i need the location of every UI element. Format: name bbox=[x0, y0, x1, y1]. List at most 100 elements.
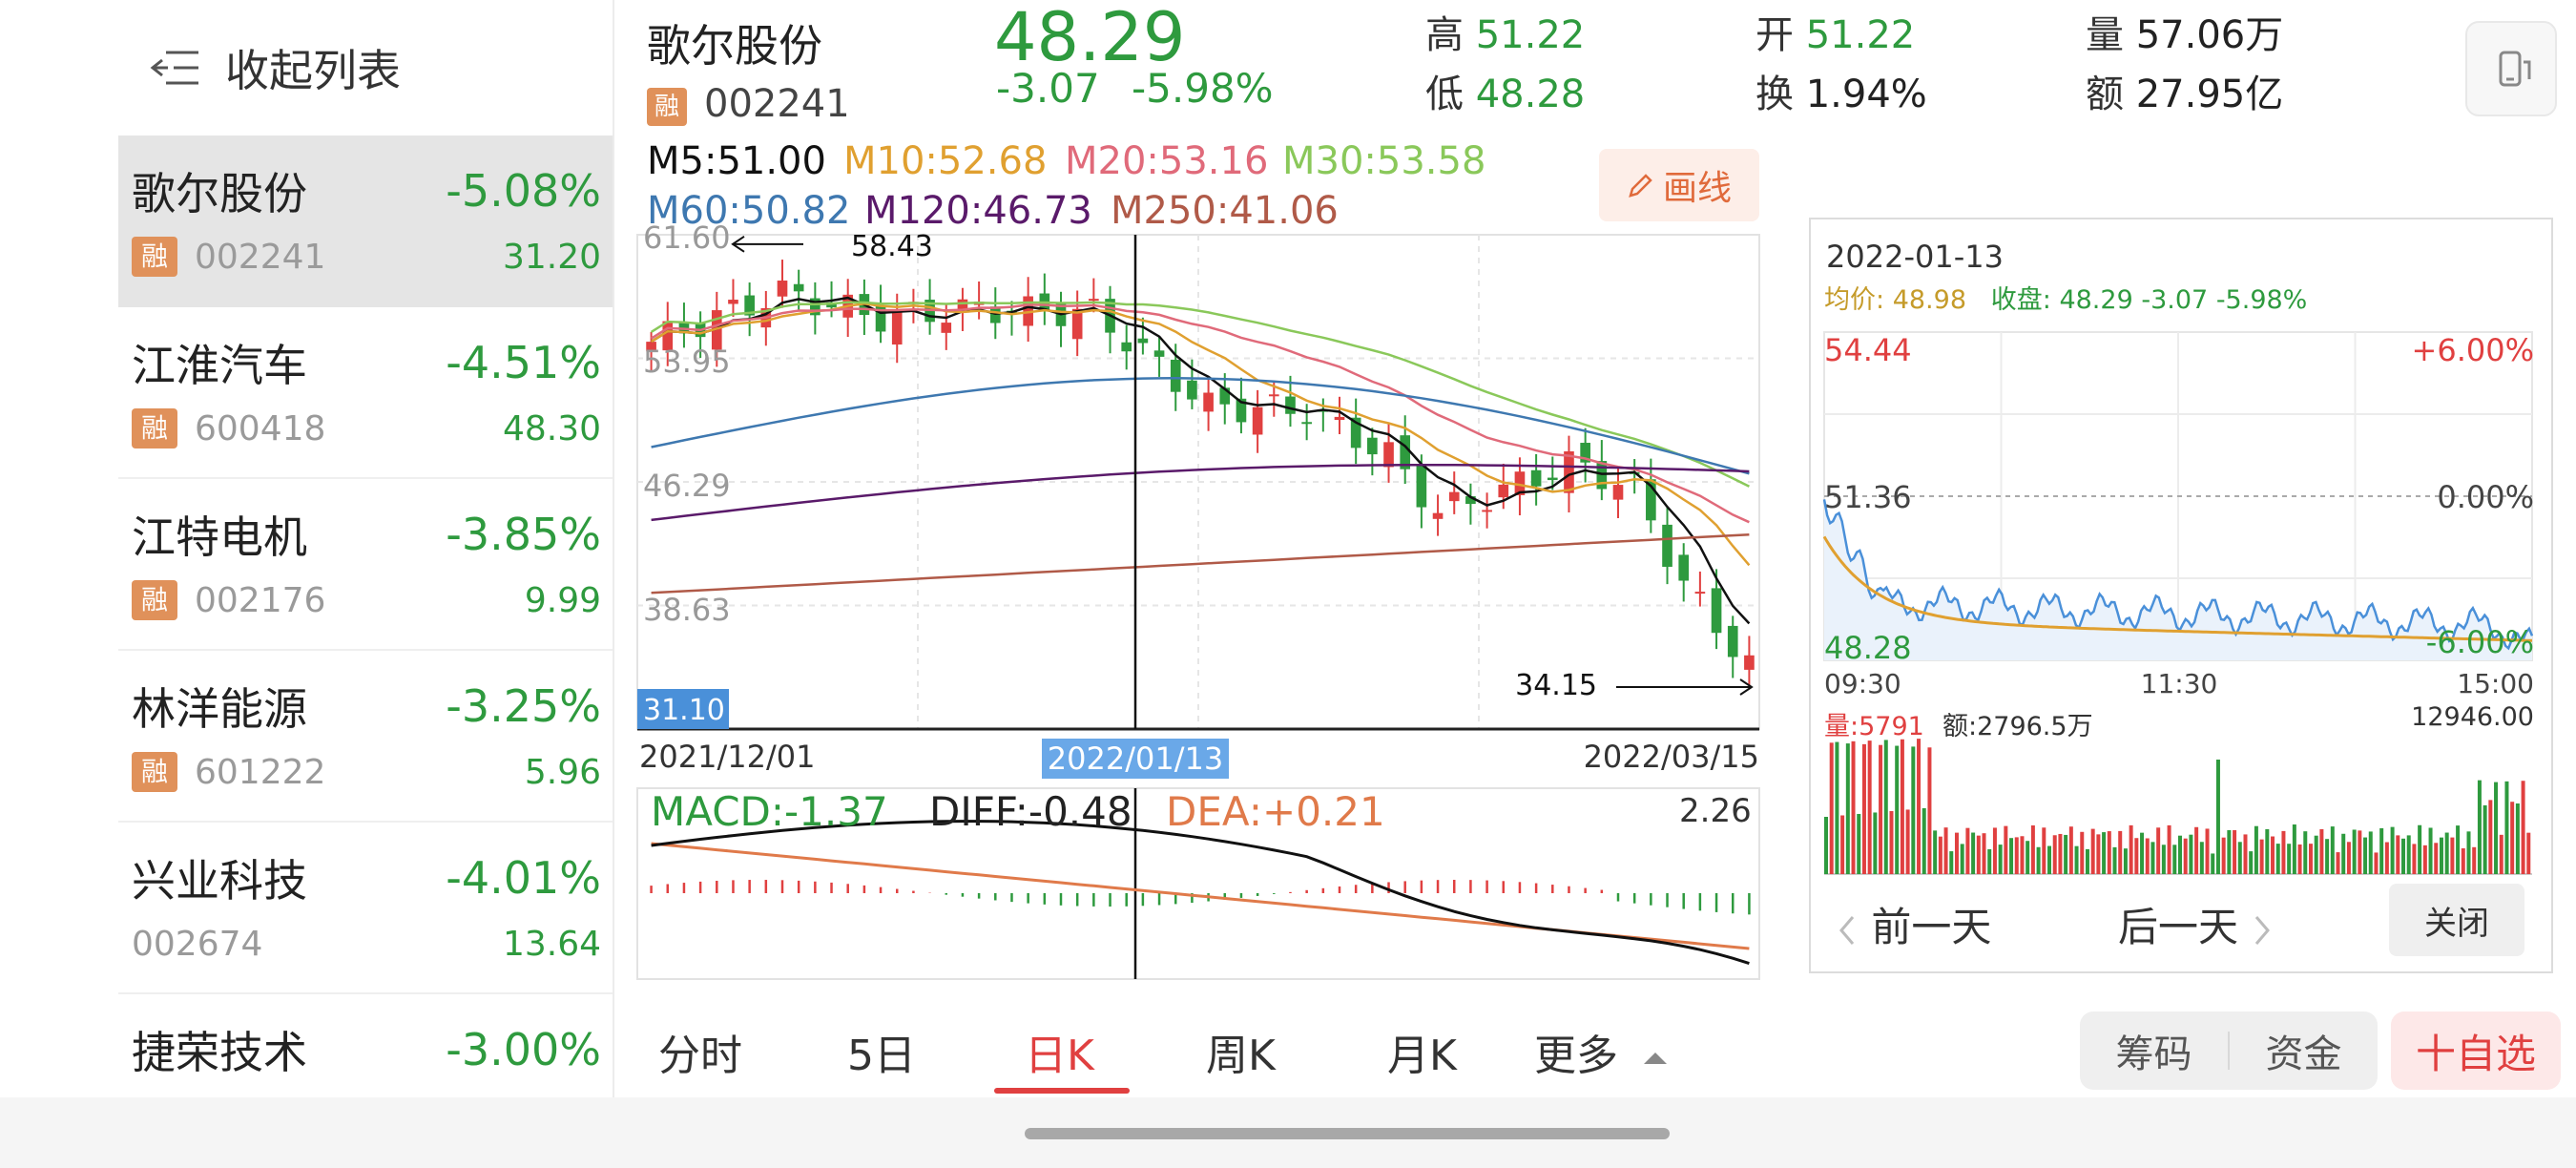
avg-label: 均价: bbox=[1824, 285, 1885, 315]
tab-more[interactable]: 更多 bbox=[1534, 1021, 1670, 1082]
candle-body bbox=[1498, 484, 1509, 498]
collapse-list-label: 收起列表 bbox=[225, 45, 401, 96]
ma30-line bbox=[650, 301, 1750, 488]
pct-zero-label: 0.00% bbox=[2437, 479, 2534, 515]
stock-list-item-002674[interactable]: 兴业科技 -4.01% 002674 13.64 bbox=[118, 823, 613, 994]
volume-bar bbox=[2439, 837, 2443, 874]
stock-name: 兴业科技 bbox=[132, 855, 307, 907]
candle-body bbox=[1744, 655, 1755, 670]
candle-body bbox=[1219, 387, 1231, 405]
ma10-legend: M10:52.68 bbox=[843, 139, 1048, 183]
next-day-button[interactable]: 后一天 bbox=[2118, 895, 2274, 953]
volume-bar bbox=[2042, 827, 2046, 874]
stock-list-item-601222[interactable]: 林洋能源 -3.25% 融 601222 5.96 bbox=[118, 651, 613, 823]
tab-monthly-k[interactable]: 月K bbox=[1387, 1032, 1457, 1080]
amount-value: 27.95亿 bbox=[2135, 73, 2284, 116]
candle-body bbox=[1301, 422, 1312, 425]
volume-bar bbox=[2205, 828, 2210, 874]
ma20-line bbox=[650, 303, 1750, 524]
candle-body bbox=[1400, 435, 1411, 469]
divider bbox=[2228, 1032, 2230, 1070]
end-date-label: 2022/03/15 bbox=[1584, 739, 1759, 775]
stock-change-pct: -3.85% bbox=[446, 509, 601, 560]
volume-bar bbox=[1895, 745, 1900, 874]
draw-line-label: 画线 bbox=[1662, 169, 1732, 208]
tab-weekly-k[interactable]: 周K bbox=[1206, 1032, 1276, 1080]
candle-body bbox=[1612, 485, 1624, 500]
collapse-list-button[interactable]: 收起列表 bbox=[118, 0, 613, 136]
stock-value: 48.30 bbox=[502, 408, 601, 448]
draw-line-button[interactable]: 画线 bbox=[1599, 149, 1759, 221]
stock-code: 002674 bbox=[132, 924, 263, 964]
low-label: 低 bbox=[1425, 73, 1464, 116]
volume-bar bbox=[1911, 746, 1916, 874]
volume-bar bbox=[2412, 844, 2417, 874]
volume-bar bbox=[2036, 846, 2041, 874]
candle-body bbox=[662, 321, 674, 351]
stock-value: 13.64 bbox=[502, 924, 601, 964]
volume-bar bbox=[1879, 744, 1883, 874]
tab-intraday[interactable]: 分时 bbox=[658, 1032, 742, 1080]
tab-5day[interactable]: 5日 bbox=[847, 1032, 916, 1080]
volume-stat: 量 57.06万 bbox=[2086, 4, 2283, 59]
kline-chart[interactable]: 61.60 53.95 46.29 38.63 31.10 58.43 34.15 2021/… bbox=[630, 225, 1771, 989]
candle-body bbox=[793, 283, 804, 292]
volume-bar bbox=[2422, 845, 2427, 874]
ma30-legend: M30:53.58 bbox=[1282, 139, 1486, 183]
volume-bar bbox=[2384, 842, 2389, 874]
ma120-line bbox=[651, 464, 1750, 522]
close-change-pct: -5.98% bbox=[2215, 285, 2308, 315]
price-line bbox=[1822, 499, 2534, 651]
close-detail-button[interactable]: 关闭 bbox=[2389, 884, 2524, 956]
stock-code: 601222 bbox=[195, 752, 326, 792]
volume-bar bbox=[1917, 739, 1922, 874]
stock-change-pct: -5.08% bbox=[446, 165, 601, 217]
pencil-icon bbox=[1629, 174, 1652, 198]
candle-body bbox=[1285, 396, 1296, 414]
stock-list-item-002176[interactable]: 江特电机 -3.85% 融 002176 9.99 bbox=[118, 479, 613, 651]
chip-fund-group: 筹码 资金 bbox=[2080, 1012, 2378, 1090]
candle-body bbox=[1416, 465, 1427, 508]
volume-bar bbox=[2390, 826, 2395, 874]
candle-body bbox=[744, 295, 755, 316]
add-to-watchlist-button[interactable]: 十自选 bbox=[2391, 1012, 2561, 1090]
volume-bar bbox=[2123, 848, 2128, 874]
stock-list-item-600418[interactable]: 江淮汽车 -4.51% 融 600418 48.30 bbox=[118, 307, 613, 479]
volume-bar bbox=[1824, 817, 1828, 874]
turnover-value: 1.94% bbox=[1805, 73, 1927, 116]
candle-body bbox=[1071, 308, 1083, 340]
low-price-label: 34.15 bbox=[1515, 669, 1597, 702]
volume-bar bbox=[2102, 832, 2107, 874]
close-label: 收盘: bbox=[1990, 285, 2051, 315]
volume-bar bbox=[1883, 740, 1888, 874]
stock-list-item-jierong[interactable]: 捷荣技术 -3.00% bbox=[118, 994, 613, 1097]
chevron-right-icon bbox=[2255, 915, 2271, 945]
stock-code: 002241 bbox=[195, 237, 326, 277]
tab-daily-k[interactable]: 日K bbox=[1025, 1032, 1094, 1080]
stock-code: 600418 bbox=[195, 408, 326, 448]
candle-body bbox=[1432, 512, 1444, 519]
volume-bar bbox=[2461, 848, 2465, 874]
home-indicator[interactable] bbox=[1025, 1128, 1670, 1139]
stock-list-item-002241[interactable]: 歌尔股份 -5.08% 融 002241 31.20 bbox=[118, 136, 613, 307]
volume-bar bbox=[2150, 842, 2155, 874]
volume-bar bbox=[2325, 839, 2330, 874]
stock-list: 歌尔股份 -5.08% 融 002241 31.20 江淮汽车 -4.51% 融 6004… bbox=[118, 136, 613, 1097]
prev-day-button[interactable]: 前一天 bbox=[1836, 895, 1991, 953]
volume-bar bbox=[2233, 829, 2237, 874]
volume-bar bbox=[2308, 844, 2313, 874]
watchlist-sidebar: 收起列表 歌尔股份 -5.08% 融 002241 31.20 江淮汽车 -4.51% … bbox=[118, 0, 614, 1097]
volume-bar bbox=[2418, 824, 2422, 874]
macd-value: MACD:-1.37 bbox=[651, 788, 888, 835]
screen-rotate-button[interactable] bbox=[2465, 21, 2557, 116]
candle-body bbox=[1350, 417, 1361, 448]
stock-value: 9.99 bbox=[524, 580, 601, 620]
active-tab-indicator bbox=[994, 1088, 1130, 1094]
chips-button[interactable]: 筹码 bbox=[2115, 1032, 2192, 1076]
volume-bar bbox=[1998, 845, 2003, 874]
close-change: -3.07 bbox=[2141, 285, 2209, 315]
funds-button[interactable]: 资金 bbox=[2265, 1032, 2342, 1076]
ma60-legend: M60:50.82 bbox=[647, 189, 851, 233]
turnover-label: 换 bbox=[1755, 73, 1794, 116]
y-tick-label: 61.60 bbox=[643, 225, 731, 256]
